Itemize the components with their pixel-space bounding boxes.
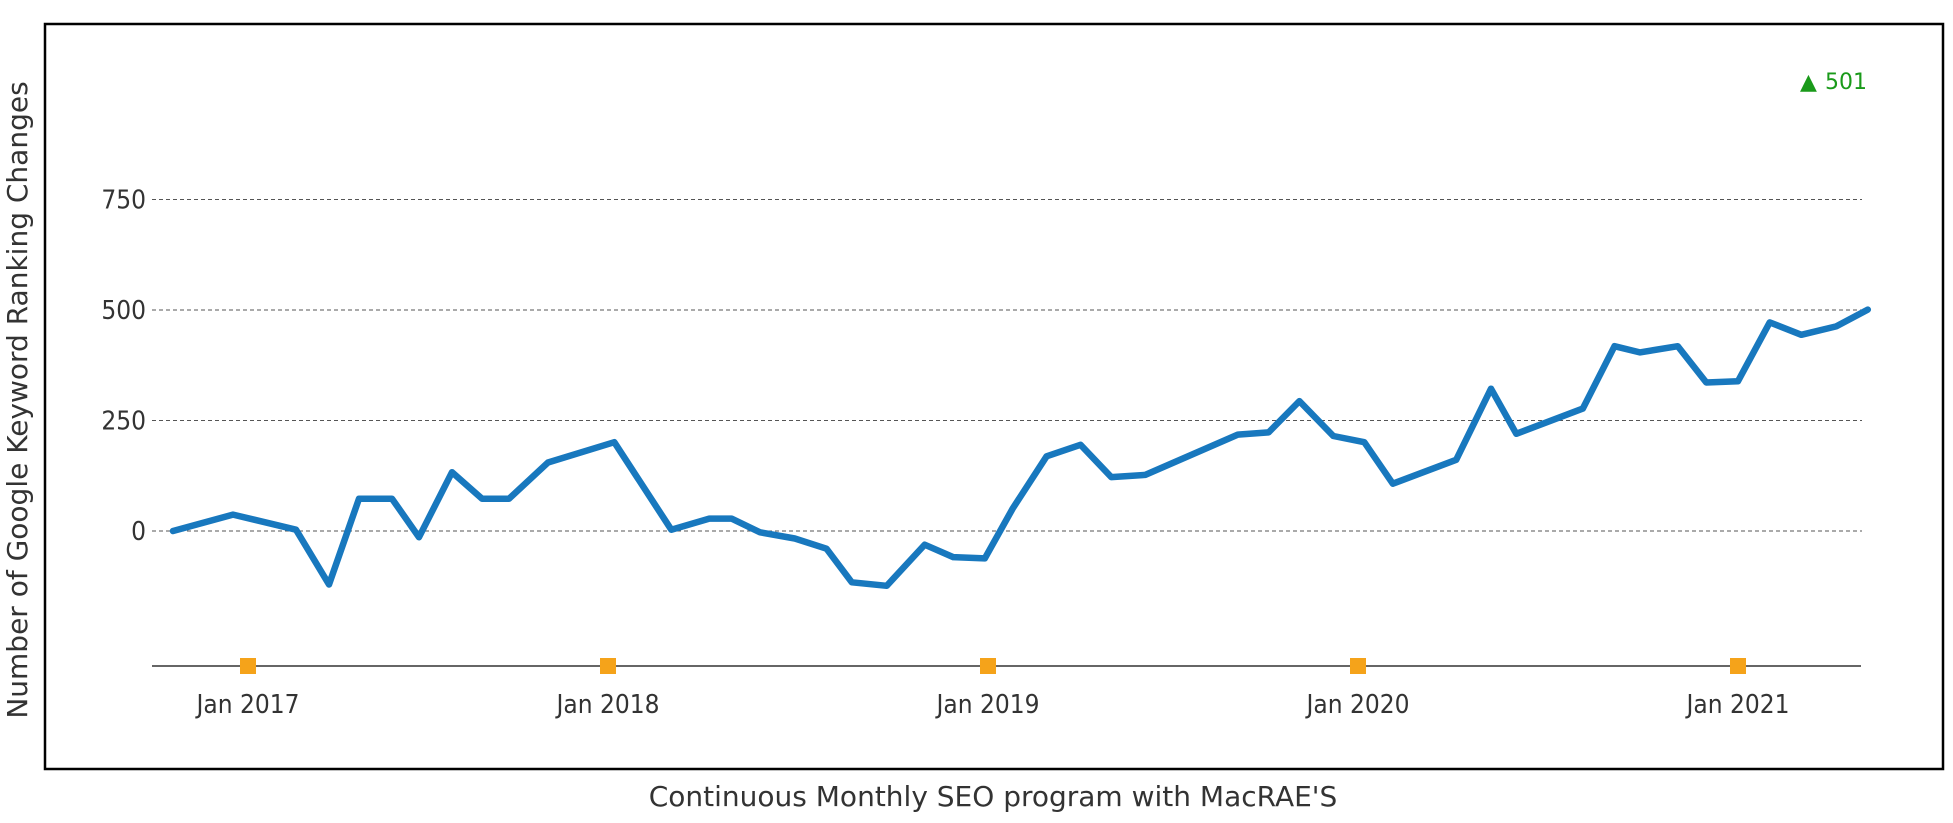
x-tick-label: Jan 2019 xyxy=(935,690,1040,720)
series-line xyxy=(169,306,1872,590)
chart-frame xyxy=(43,22,1945,771)
x-axis-title: Continuous Monthly SEO program with MacR… xyxy=(649,780,1338,813)
annotation-up-triangle-icon: ▲ xyxy=(1800,70,1817,95)
y-axis-title: Number of Google Keyword Ranking Changes xyxy=(1,81,34,718)
x-ticks: Jan 2017 Jan 2018 Jan 2019 Jan 2020 Jan 2021 xyxy=(195,658,1790,720)
annotation-value: 501 xyxy=(1825,70,1867,95)
x-tick-label: Jan 2017 xyxy=(195,690,300,720)
y-tick-label: 750 xyxy=(101,186,146,216)
y-tick-labels: 0 250 500 750 xyxy=(101,186,146,548)
x-tick-marker xyxy=(1730,658,1746,674)
x-tick-marker xyxy=(980,658,996,674)
x-tick-marker xyxy=(240,658,256,674)
y-tick-label: 0 xyxy=(131,517,146,547)
y-tick-label: 500 xyxy=(101,296,146,326)
y-tick-label: 250 xyxy=(101,407,146,437)
series-layer xyxy=(169,306,1872,590)
end-value-annotation: ▲ 501 xyxy=(1800,70,1867,95)
x-tick-label: Jan 2021 xyxy=(1685,690,1790,720)
gridlines xyxy=(152,199,1862,532)
x-tick-marker xyxy=(1350,658,1366,674)
x-tick-label: Jan 2020 xyxy=(1305,690,1410,720)
x-tick-label: Jan 2018 xyxy=(555,690,660,720)
x-tick-marker xyxy=(600,658,616,674)
